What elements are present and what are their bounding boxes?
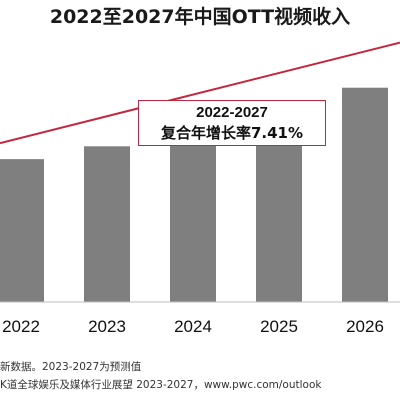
- x-tick-2025: 2025: [260, 317, 298, 336]
- bar-2026: [342, 87, 388, 302]
- x-tick-2022: 2022: [2, 317, 40, 336]
- bar-2024: [170, 126, 216, 303]
- x-tick-2024: 2024: [174, 317, 212, 336]
- bar-2022: [0, 159, 44, 302]
- x-tick-2023: 2023: [88, 317, 126, 336]
- x-tick-labels: 202220232024202520262027: [2, 317, 384, 336]
- cagr-annotation-box: 2022-2027 复合年增长率7.41%: [138, 100, 326, 146]
- footnote-source: K道全球娱乐及媒体行业展望 2023-2027，www.pwc.com/outl…: [0, 379, 322, 391]
- cagr-rate: 复合年增长率7.41%: [160, 124, 304, 142]
- chart-title: 2022至2027年中国OTT视频收入: [49, 6, 351, 28]
- bar-2023: [84, 146, 130, 302]
- trend-line: [0, 41, 400, 145]
- x-tick-2026: 2026: [346, 317, 384, 336]
- cagr-period: 2022-2027: [196, 104, 268, 121]
- footnote-forecast: 新数据。2023-2027为预测值: [0, 361, 142, 373]
